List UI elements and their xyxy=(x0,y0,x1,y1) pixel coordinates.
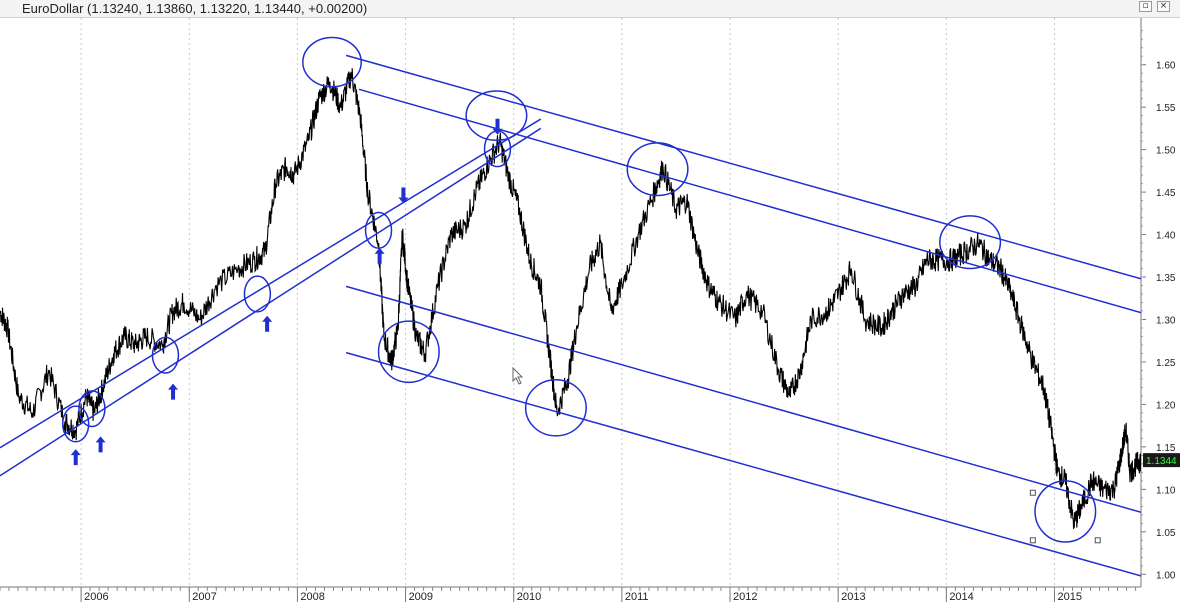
x-tick-label: 2007 xyxy=(192,591,216,603)
highlight-ellipse[interactable] xyxy=(151,336,180,374)
highlight-ellipse[interactable] xyxy=(243,275,272,313)
chart-header: EuroDollar (1.13240, 1.13860, 1.13220, 1… xyxy=(0,0,1180,18)
instrument-name: EuroDollar xyxy=(22,1,84,16)
chart-title: EuroDollar (1.13240, 1.13860, 1.13220, 1… xyxy=(22,0,367,17)
highlight-ellipse[interactable] xyxy=(626,142,689,197)
y-tick-label: 1.00 xyxy=(1156,570,1176,581)
x-tick-label: 2010 xyxy=(517,591,541,603)
x-tick-label: 2013 xyxy=(841,591,865,603)
x-tick-label: 2006 xyxy=(84,591,108,603)
trend-line[interactable] xyxy=(0,118,542,449)
selection-handle[interactable] xyxy=(1029,489,1036,496)
y-tick-label: 1.35 xyxy=(1156,273,1176,284)
quote-values: (1.13240, 1.13860, 1.13220, 1.13440, +0.… xyxy=(87,1,368,16)
x-tick-label: 2011 xyxy=(625,591,649,603)
up-arrow-icon xyxy=(168,383,179,400)
highlight-ellipse[interactable] xyxy=(1034,480,1097,543)
highlight-ellipse[interactable] xyxy=(939,215,1002,270)
trend-line[interactable] xyxy=(345,351,1141,577)
highlight-ellipse[interactable] xyxy=(524,379,587,437)
mouse-cursor-icon xyxy=(512,366,524,385)
y-tick-label: 1.45 xyxy=(1156,188,1176,199)
y-tick-label: 1.15 xyxy=(1156,443,1176,454)
up-arrow-icon xyxy=(262,315,273,332)
trend-line[interactable] xyxy=(345,54,1141,280)
down-arrow-icon xyxy=(398,187,409,204)
x-tick-label: 2012 xyxy=(733,591,757,603)
highlight-ellipse[interactable] xyxy=(78,390,106,428)
last-price-label: 1.1344 xyxy=(1146,456,1177,467)
highlight-ellipse[interactable] xyxy=(364,211,393,249)
trend-line[interactable] xyxy=(358,88,1141,314)
y-tick-label: 1.20 xyxy=(1156,400,1176,411)
up-arrow-icon xyxy=(374,247,385,264)
x-tick-label: 2009 xyxy=(409,591,433,603)
y-tick-label: 1.05 xyxy=(1156,528,1176,539)
trend-line[interactable] xyxy=(345,285,1141,513)
y-tick-label: 1.50 xyxy=(1156,146,1176,157)
highlight-ellipse[interactable] xyxy=(61,405,90,443)
up-arrow-icon xyxy=(95,436,106,453)
highlight-ellipse[interactable] xyxy=(465,90,528,142)
y-tick-label: 1.40 xyxy=(1156,231,1176,242)
x-tick-label: 2008 xyxy=(300,591,324,603)
highlight-ellipse[interactable] xyxy=(302,36,362,88)
selection-handle[interactable] xyxy=(1029,537,1036,544)
close-icon[interactable]: × xyxy=(1157,1,1170,12)
down-arrow-icon xyxy=(492,118,503,135)
x-tick-label: 2014 xyxy=(949,591,973,603)
restore-icon[interactable]: ▫ xyxy=(1139,1,1152,12)
y-tick-label: 1.60 xyxy=(1156,61,1176,72)
price-line xyxy=(0,68,1141,530)
up-arrow-icon xyxy=(70,449,81,466)
x-tick-label: 2015 xyxy=(1057,591,1081,603)
highlight-ellipse[interactable] xyxy=(377,320,440,384)
selection-handle[interactable] xyxy=(1094,537,1101,544)
trend-line[interactable] xyxy=(0,127,542,477)
y-tick-label: 1.30 xyxy=(1156,315,1176,326)
y-tick-label: 1.10 xyxy=(1156,485,1176,496)
last-price-box xyxy=(1143,453,1180,468)
y-tick-label: 1.25 xyxy=(1156,358,1176,369)
y-tick-label: 1.55 xyxy=(1156,103,1176,114)
